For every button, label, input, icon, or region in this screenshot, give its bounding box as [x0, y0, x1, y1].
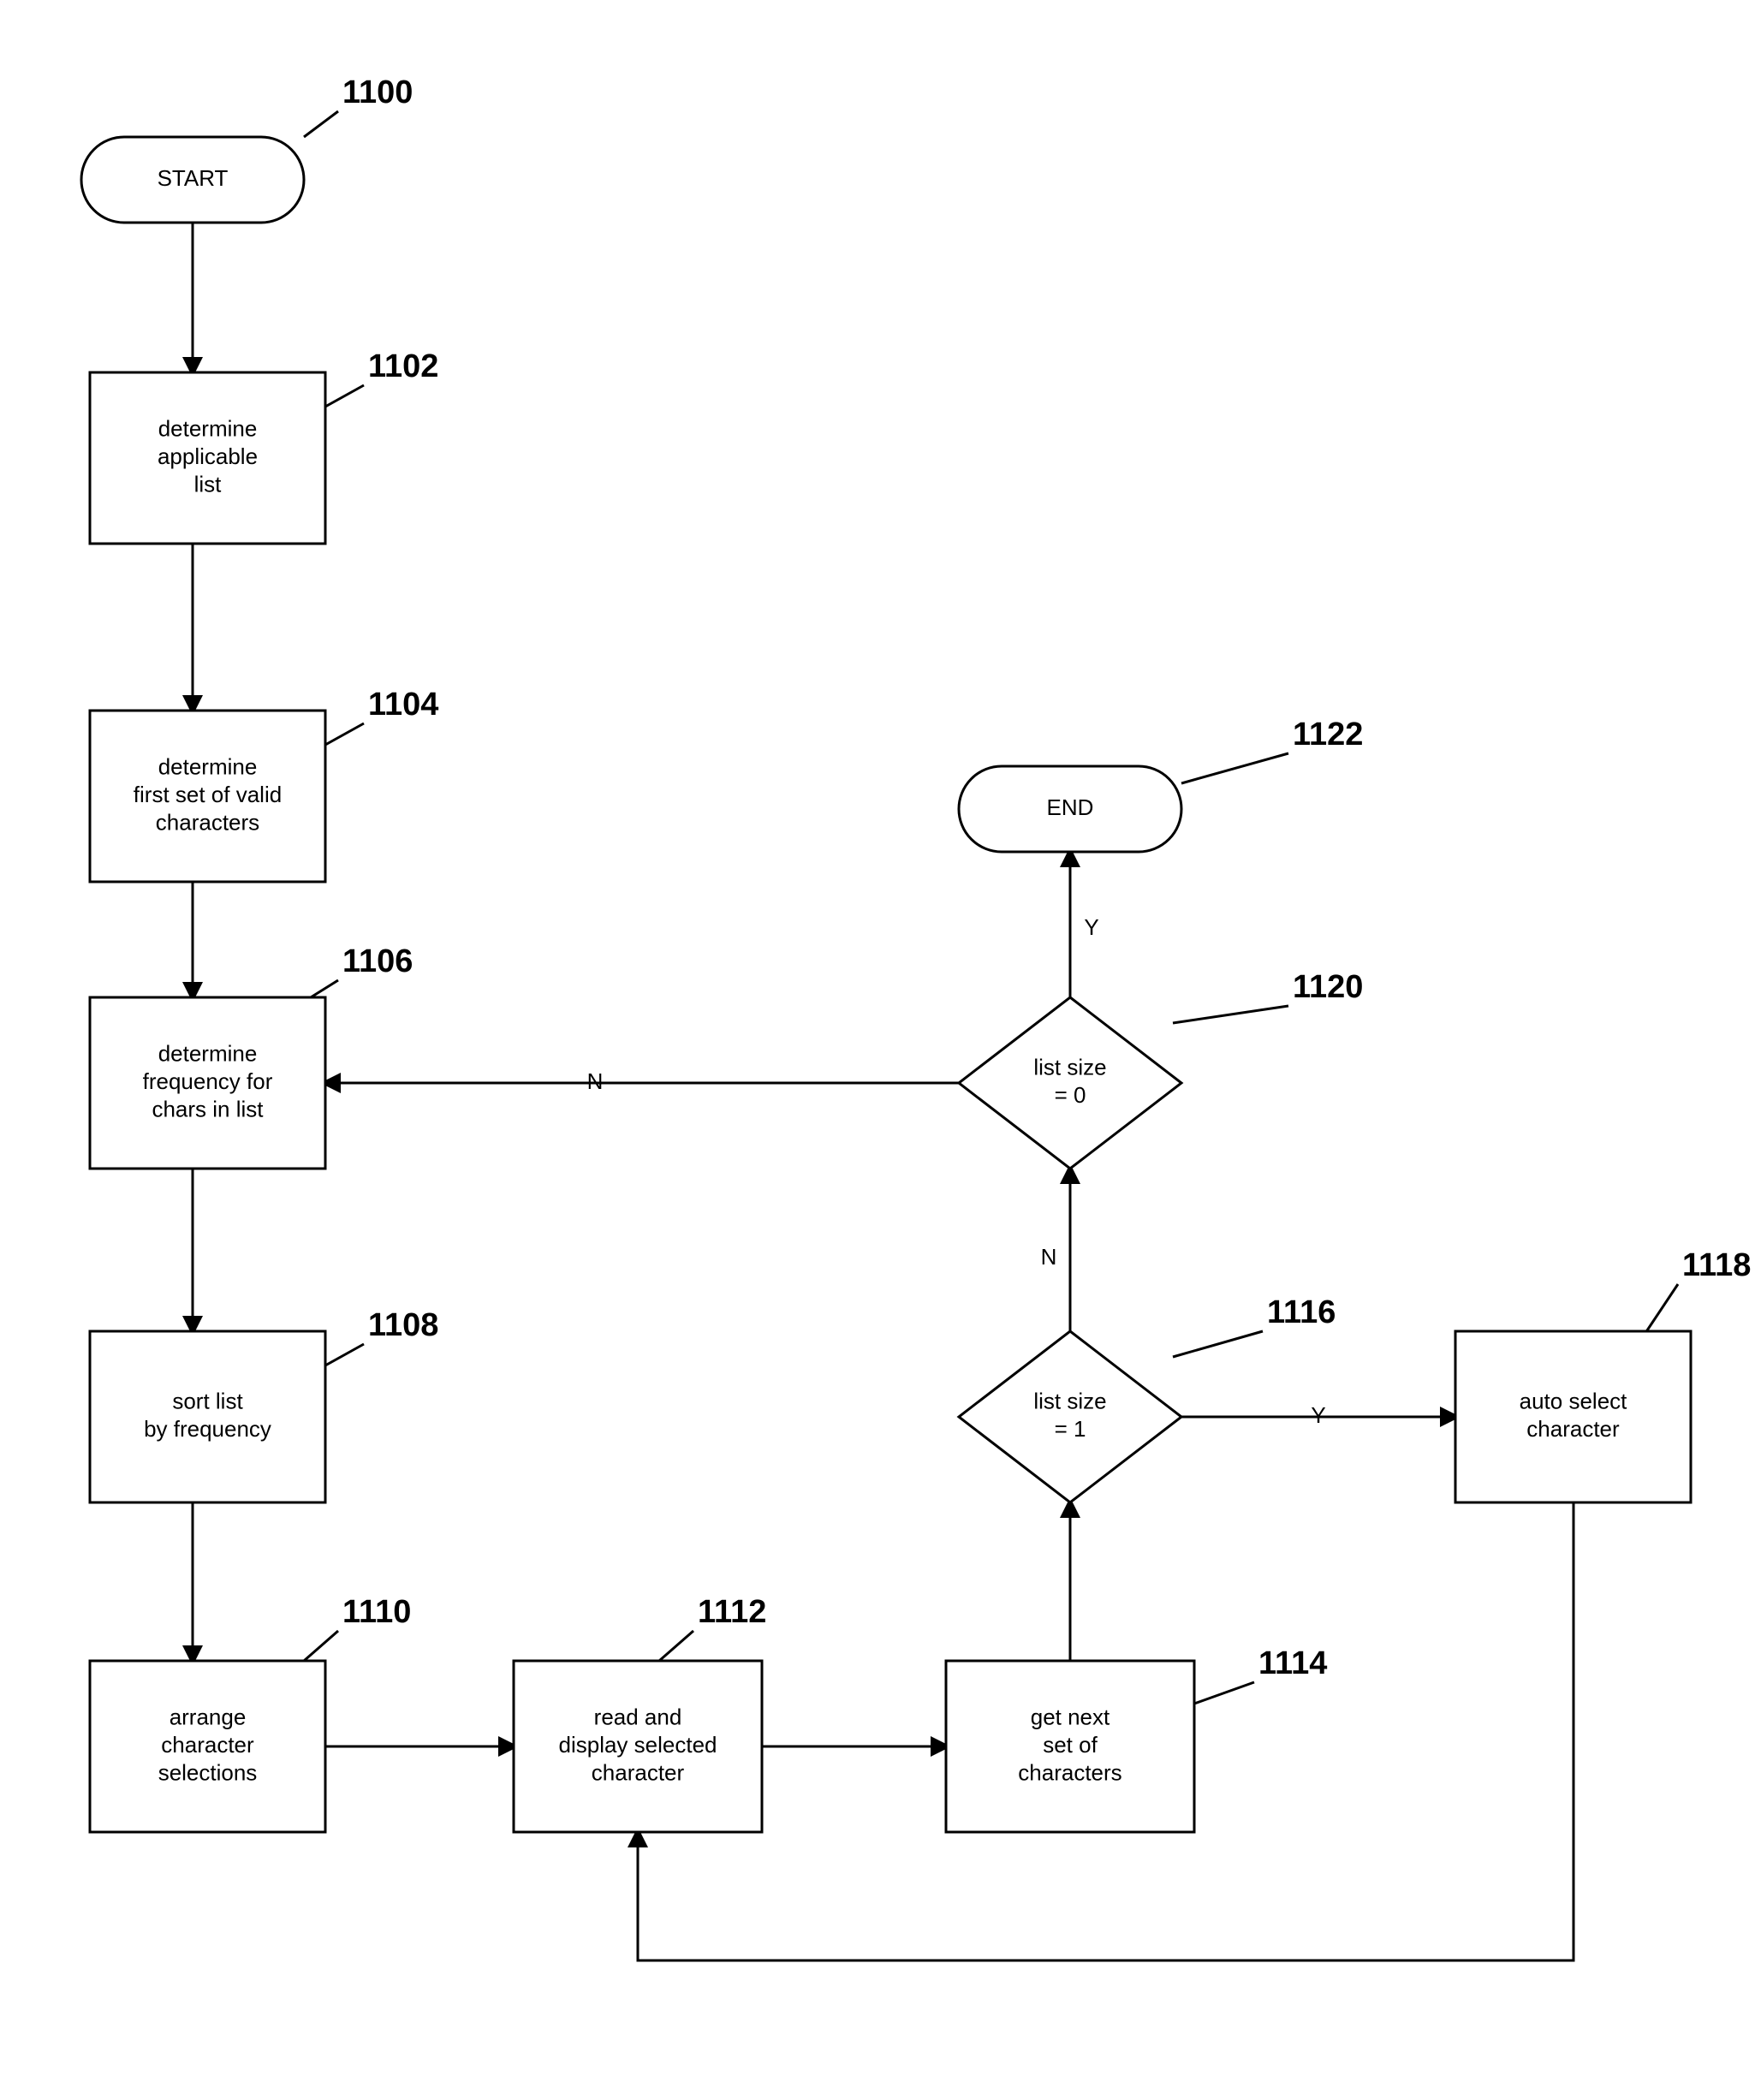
node-n1116: list size= 1 — [959, 1331, 1181, 1502]
node-text: selections — [158, 1759, 258, 1785]
node-text: = 1 — [1055, 1416, 1086, 1442]
ref-label: 1112 — [698, 1594, 766, 1630]
node-text: sort list — [172, 1389, 243, 1414]
ref-label: 1104 — [368, 687, 438, 723]
ref-label: 1116 — [1267, 1294, 1336, 1330]
node-text: applicable — [158, 443, 258, 469]
node-n1102: determineapplicablelist — [90, 372, 325, 544]
edge-label: N — [587, 1068, 604, 1094]
ref-label: 1102 — [368, 348, 438, 384]
node-text: list size — [1033, 1055, 1106, 1080]
node-text: frequency for — [143, 1068, 273, 1094]
node-end: END — [959, 766, 1181, 852]
ref-label: 1122 — [1293, 717, 1363, 753]
node-text: determine — [158, 415, 258, 441]
node-text: get next — [1031, 1704, 1110, 1729]
node-n1112: read and display selectedcharacter — [514, 1661, 762, 1832]
ref-leader — [304, 111, 338, 137]
node-n1118: auto selectcharacter — [1455, 1331, 1691, 1502]
ref-leader — [659, 1631, 693, 1661]
edge-label: Y — [1311, 1402, 1325, 1428]
ref-label: 1108 — [368, 1307, 438, 1343]
ref-leader — [1194, 1682, 1254, 1704]
node-text: first set of valid — [134, 782, 282, 807]
node-text: by frequency — [144, 1416, 271, 1442]
ref-leader — [325, 385, 364, 407]
node-n1108: sort listby frequency — [90, 1331, 325, 1502]
ref-label: 1110 — [342, 1594, 411, 1630]
node-text: characters — [156, 809, 259, 835]
node-text: character — [592, 1759, 685, 1785]
ref-label: 1114 — [1258, 1645, 1327, 1681]
node-n1120: list size= 0 — [959, 997, 1181, 1169]
node-n1114: get next set ofcharacters — [946, 1661, 1194, 1832]
node-text: chars in list — [152, 1096, 264, 1121]
ref-leader — [325, 1344, 364, 1365]
flowchart-canvas: STARTdetermineapplicablelistdeterminefir… — [0, 0, 1755, 2100]
node-n1104: determine first set of validcharacters — [90, 711, 325, 882]
ref-leader — [304, 1631, 338, 1661]
node-n1110: arrange characterselections — [90, 1661, 325, 1832]
ref-leader — [1173, 1006, 1288, 1023]
ref-leader — [1644, 1284, 1678, 1336]
node-text: characters — [1018, 1759, 1121, 1785]
node-start: START — [81, 137, 304, 223]
node-text: auto select — [1520, 1389, 1628, 1414]
edge-label: Y — [1084, 914, 1098, 940]
node-text: determine — [158, 753, 258, 779]
node-text: END — [1047, 794, 1094, 820]
node-text: determine — [158, 1040, 258, 1066]
node-text: START — [158, 165, 229, 191]
ref-leader — [1181, 753, 1288, 783]
node-text: read and — [594, 1704, 682, 1729]
ref-label: 1120 — [1293, 969, 1363, 1005]
node-text: = 0 — [1055, 1082, 1086, 1108]
node-text: list — [194, 471, 223, 497]
node-text: character — [161, 1732, 254, 1758]
node-n1106: determinefrequency forchars in list — [90, 997, 325, 1169]
node-text: character — [1526, 1416, 1620, 1442]
ref-label: 1100 — [342, 74, 413, 110]
node-text: arrange — [170, 1704, 247, 1729]
node-text: set of — [1043, 1732, 1098, 1758]
edge-label: N — [1041, 1244, 1057, 1270]
node-text: display selected — [559, 1732, 717, 1758]
node-text: list size — [1033, 1389, 1106, 1414]
ref-leader — [325, 723, 364, 745]
ref-label: 1118 — [1682, 1247, 1751, 1283]
ref-label: 1106 — [342, 943, 413, 979]
ref-leader — [1173, 1331, 1263, 1357]
